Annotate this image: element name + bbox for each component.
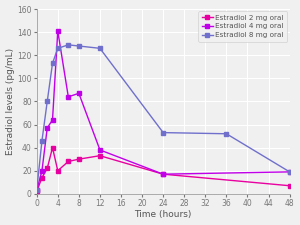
Estradiol 4 mg oral: [98, 148, 102, 151]
Line: Estradiol 2 mg oral: Estradiol 2 mg oral: [34, 146, 292, 194]
Estradiol 2 mg oral: [77, 158, 81, 160]
Estradiol 8 mg oral: [45, 100, 49, 103]
Estradiol 8 mg oral: [40, 139, 44, 142]
Legend: Estradiol 2 mg oral, Estradiol 4 mg oral, Estradiol 8 mg oral: Estradiol 2 mg oral, Estradiol 4 mg oral…: [198, 11, 287, 42]
Estradiol 2 mg oral: [51, 146, 54, 149]
Estradiol 2 mg oral: [161, 173, 165, 176]
Estradiol 4 mg oral: [288, 171, 291, 173]
Estradiol 8 mg oral: [288, 171, 291, 173]
Y-axis label: Estradiol levels (pg/mL): Estradiol levels (pg/mL): [6, 48, 15, 155]
Estradiol 8 mg oral: [51, 62, 54, 65]
Estradiol 4 mg oral: [40, 169, 44, 172]
Estradiol 4 mg oral: [51, 119, 54, 121]
Estradiol 4 mg oral: [56, 30, 60, 32]
Estradiol 8 mg oral: [161, 131, 165, 134]
Estradiol 2 mg oral: [98, 154, 102, 157]
Estradiol 2 mg oral: [45, 167, 49, 170]
Estradiol 2 mg oral: [288, 184, 291, 187]
Estradiol 8 mg oral: [35, 189, 38, 192]
X-axis label: Time (hours): Time (hours): [134, 210, 192, 219]
Estradiol 8 mg oral: [225, 132, 228, 135]
Estradiol 8 mg oral: [98, 47, 102, 50]
Estradiol 4 mg oral: [77, 92, 81, 95]
Estradiol 4 mg oral: [35, 189, 38, 192]
Estradiol 4 mg oral: [67, 95, 70, 98]
Estradiol 4 mg oral: [45, 127, 49, 129]
Line: Estradiol 8 mg oral: Estradiol 8 mg oral: [34, 43, 292, 192]
Estradiol 2 mg oral: [35, 190, 38, 193]
Estradiol 8 mg oral: [77, 45, 81, 47]
Line: Estradiol 4 mg oral: Estradiol 4 mg oral: [34, 29, 292, 192]
Estradiol 8 mg oral: [67, 43, 70, 46]
Estradiol 4 mg oral: [161, 173, 165, 176]
Estradiol 2 mg oral: [67, 160, 70, 163]
Estradiol 2 mg oral: [40, 176, 44, 179]
Estradiol 8 mg oral: [56, 47, 60, 50]
Estradiol 2 mg oral: [56, 169, 60, 172]
